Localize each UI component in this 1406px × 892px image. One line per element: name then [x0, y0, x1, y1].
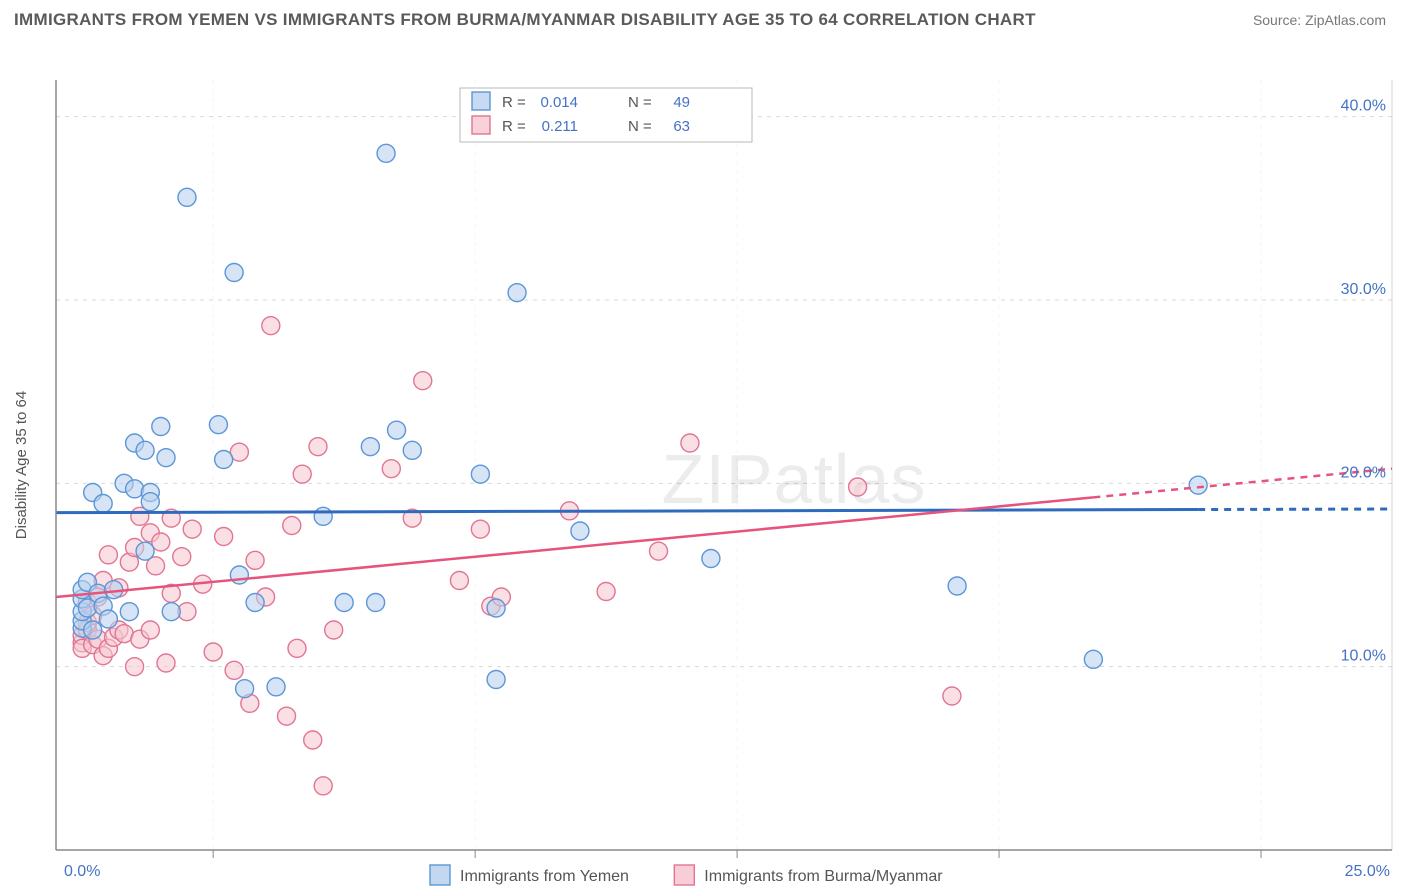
svg-text:40.0%: 40.0%: [1341, 98, 1386, 115]
svg-text:30.0%: 30.0%: [1341, 281, 1386, 298]
svg-text:63: 63: [673, 118, 690, 135]
svg-text:0.0%: 0.0%: [64, 863, 100, 880]
chart-source: Source: ZipAtlas.com: [1253, 12, 1386, 28]
svg-text:N =: N =: [628, 94, 652, 111]
chart-svg: ZIPatlas 10.0% 20.0% 30.0% 40.0% 0.0% 25.0% Dis…: [0, 36, 1406, 886]
svg-text:R =: R =: [502, 94, 526, 111]
svg-text:ZIPatlas: ZIPatlas: [662, 440, 927, 518]
svg-text:Immigrants from Burma/Myanmar: Immigrants from Burma/Myanmar: [704, 868, 943, 885]
svg-text:25.0%: 25.0%: [1345, 863, 1390, 880]
svg-text:0.014: 0.014: [540, 94, 578, 111]
svg-text:10.0%: 10.0%: [1341, 648, 1386, 665]
svg-text:20.0%: 20.0%: [1341, 464, 1386, 481]
svg-text:0.211: 0.211: [542, 118, 578, 135]
svg-text:Immigrants from Yemen: Immigrants from Yemen: [460, 868, 629, 885]
chart-header: IMMIGRANTS FROM YEMEN VS IMMIGRANTS FROM…: [0, 0, 1406, 36]
svg-text:Disability Age 35 to 64: Disability Age 35 to 64: [13, 391, 30, 539]
chart-title: IMMIGRANTS FROM YEMEN VS IMMIGRANTS FROM…: [14, 10, 1036, 30]
svg-text:49: 49: [673, 94, 690, 111]
svg-text:N =: N =: [628, 118, 652, 135]
scatter-chart: ZIPatlas 10.0% 20.0% 30.0% 40.0% 0.0% 25.0% Dis…: [0, 36, 1406, 886]
svg-text:R =: R =: [502, 118, 526, 135]
